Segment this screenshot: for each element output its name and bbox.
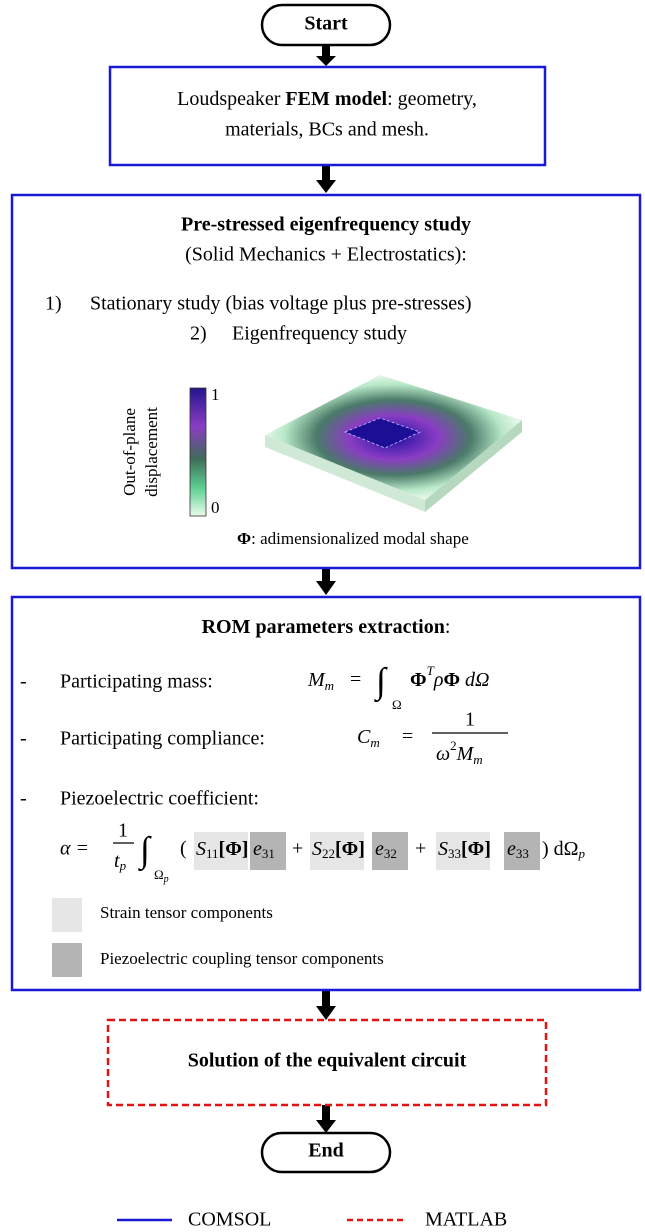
text: p (578, 846, 586, 861)
formula: S11[Φ] (196, 838, 248, 861)
circuit-label: Solution of the equivalent circuit (188, 1050, 467, 1072)
text: 33 (448, 846, 461, 861)
text: m (473, 752, 482, 767)
formula: S33[Φ] (438, 838, 491, 861)
end-label: End (308, 1140, 344, 1162)
step-text: Stationary study (bias voltage plus pre-… (90, 293, 472, 315)
step-text: Eigenfrequency study (232, 323, 407, 345)
text: 33 (516, 846, 529, 861)
eigen-title: Pre-stressed eigenfrequency study (181, 214, 471, 236)
text: 31 (262, 846, 275, 861)
text: S (196, 838, 206, 860)
arrows (316, 45, 336, 1133)
legend-swatch (52, 943, 82, 977)
text: 32 (384, 846, 397, 861)
item-label: Participating compliance: (60, 728, 265, 750)
step-number: 2) (190, 323, 207, 345)
text: dΩ (460, 669, 489, 691)
text: e (375, 838, 384, 860)
formula: Ω (392, 697, 402, 712)
formula: = (402, 726, 413, 748)
text: ROM parameters extraction (202, 616, 445, 638)
text: : (445, 616, 451, 638)
text: M (307, 669, 326, 691)
text: Φ (410, 669, 427, 691)
modal-shape (265, 375, 522, 512)
text: e (253, 838, 262, 860)
colorbar-tick: 1 (211, 385, 220, 404)
formula: α = (60, 838, 89, 860)
formula: + (415, 838, 426, 860)
step-number: 1) (45, 293, 62, 315)
formula: ∫ (138, 829, 152, 871)
text: m (370, 735, 379, 750)
formula: 1 (118, 820, 128, 842)
text: : geometry, (387, 88, 477, 110)
fem-box (110, 67, 545, 165)
formula: ) dΩp (542, 838, 586, 861)
colorbar-label: Out-of-plane (120, 408, 139, 496)
item-label: Piezoelectric coefficient: (60, 788, 259, 810)
text: 11 (206, 846, 219, 861)
legend-swatch (52, 898, 82, 932)
text: [Φ] (335, 838, 365, 860)
bullet: - (20, 788, 27, 810)
rom-title: ROM parameters extraction: (202, 616, 451, 638)
formula: ΦTρΦ dΩ (410, 663, 490, 691)
text: Φ (443, 669, 460, 691)
text: e (507, 838, 516, 860)
colorbar-label: displacement (142, 407, 161, 497)
start-label: Start (304, 13, 348, 35)
text: S (312, 838, 322, 860)
formula: Mm (307, 669, 334, 693)
page: ROM flowchart {"start": {"label": "Start… (0, 0, 645, 1232)
text: FEM model (285, 88, 387, 110)
caption: Φ: adimensionalized modal shape (237, 529, 469, 548)
text: [Φ] (461, 838, 491, 860)
text: p (119, 858, 127, 873)
formula: Cm (357, 726, 380, 750)
text: ) dΩ (542, 838, 579, 860)
formula: = (350, 669, 361, 691)
eigen-subtitle: (Solid Mechanics + Electrostatics): (185, 244, 467, 266)
legend-label: Piezoelectric coupling tensor components (100, 949, 384, 968)
legend-label: COMSOL (188, 1209, 271, 1231)
colorbar-tick: 0 (211, 498, 220, 517)
text: m (325, 678, 334, 693)
text: p (163, 874, 169, 885)
text: ω (436, 743, 450, 765)
formula: Ωp (154, 867, 169, 885)
text: [Φ] (219, 838, 249, 860)
colorbar (190, 388, 206, 516)
text: : adimensionalized modal shape (251, 529, 469, 548)
formula: ∫ (374, 660, 388, 702)
legend-label: Strain tensor components (100, 903, 273, 922)
formula: ( (180, 838, 187, 860)
bullet: - (20, 671, 27, 693)
text: Φ (237, 529, 251, 548)
text: M (456, 743, 475, 765)
bullet: - (20, 728, 27, 750)
formula: + (292, 838, 303, 860)
fem-line1: Loudspeaker FEM model: geometry, (177, 88, 477, 110)
text: Loudspeaker (177, 88, 285, 110)
text: 22 (322, 846, 335, 861)
text: ρ (433, 669, 444, 691)
item-label: Participating mass: (60, 671, 213, 693)
formula: 1 (465, 709, 475, 731)
text: Ω (154, 867, 164, 882)
diagram: Start Loudspeaker FEM model: geometry, m… (0, 0, 645, 1232)
text: C (357, 726, 371, 748)
fem-line2: materials, BCs and mesh. (225, 119, 429, 141)
body: Start Loudspeaker FEM model: geometry, m… (0, 0, 645, 1232)
text: S (438, 838, 448, 860)
formula: S22[Φ] (312, 838, 365, 861)
legend-label: MATLAB (425, 1209, 507, 1231)
formula: ω2Mm (436, 738, 483, 767)
formula: tp (114, 850, 127, 873)
